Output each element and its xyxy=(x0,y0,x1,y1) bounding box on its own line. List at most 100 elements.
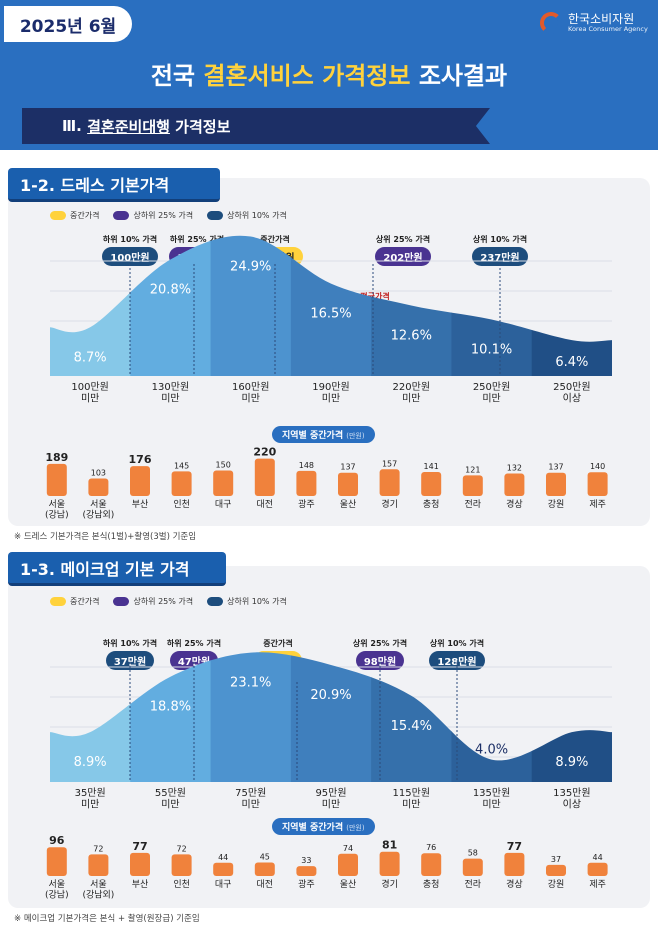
regional-value: 103 xyxy=(91,468,106,477)
price-callout-label: 중간가격 xyxy=(260,235,290,244)
region-label: 전라 xyxy=(465,499,482,510)
region-label: 서울 (강남) xyxy=(45,879,69,900)
regional-value: 37 xyxy=(551,855,561,864)
regional-bar xyxy=(546,864,566,876)
category-label: 135만원 이상 xyxy=(553,787,591,811)
regional-value: 148 xyxy=(299,461,314,470)
regional-value: 96 xyxy=(49,834,65,847)
regional-value: 72 xyxy=(177,844,187,853)
regional-value: 58 xyxy=(468,849,478,858)
section-heading: Ⅲ. 결혼준비대행 가격정보 xyxy=(22,108,490,144)
dress-title: 1-2. 드레스 기본가격 xyxy=(8,168,220,202)
region-label: 전라 xyxy=(465,879,482,890)
legend-quartile: 상하위 25% 가격 xyxy=(113,596,193,607)
regional-value: 145 xyxy=(174,461,189,470)
regional-value: 137 xyxy=(548,463,563,472)
share-label: 8.7% xyxy=(74,350,107,365)
regional-bar xyxy=(379,469,400,496)
area-band-2 xyxy=(210,652,292,782)
regional-bar xyxy=(213,470,234,496)
regional-bar xyxy=(254,862,275,876)
regional-bar xyxy=(379,851,400,876)
region-label: 대구 xyxy=(215,499,232,510)
regional-bar xyxy=(254,458,275,496)
regional-bar xyxy=(462,858,483,876)
region-label: 충청 xyxy=(423,879,440,890)
category-label: 130만원 미만 xyxy=(152,381,190,405)
legend-quartile: 상하위 25% 가격 xyxy=(113,210,193,221)
region-label: 경상 xyxy=(506,878,523,890)
regional-bar xyxy=(421,853,442,876)
share-label: 20.8% xyxy=(150,283,191,298)
share-label: 8.9% xyxy=(555,755,588,770)
share-label: 12.6% xyxy=(391,328,432,343)
regional-bar xyxy=(130,466,150,496)
makeup-legend: 중간가격 상하위 25% 가격 상하위 10% 가격 xyxy=(50,596,287,607)
regional-value: 150 xyxy=(216,461,231,470)
region-label: 서울 (강남외) xyxy=(82,879,114,900)
regional-value: 72 xyxy=(93,844,103,853)
regional-bar xyxy=(338,472,358,496)
page-title: 전국 결혼서비스 가격정보 조사결과 xyxy=(150,62,508,90)
price-callout-label: 하위 25% 가격 xyxy=(169,235,225,244)
category-label: 115만원 미만 xyxy=(393,787,431,811)
makeup-title: 1-3. 메이크업 기본 가격 xyxy=(8,552,226,586)
share-label: 20.9% xyxy=(310,688,351,703)
category-label: 95만원 미만 xyxy=(315,787,346,811)
region-label: 경기 xyxy=(381,878,398,890)
org-name-en: Korea Consumer Agency xyxy=(568,25,648,34)
org-name: 한국소비자원 xyxy=(568,11,635,26)
regional-bar xyxy=(296,866,317,876)
price-callout-label: 하위 25% 가격 xyxy=(166,639,222,648)
region-label: 인천 xyxy=(173,879,190,890)
area-band-4 xyxy=(371,235,452,376)
price-callout-label: 상위 25% 가격 xyxy=(375,235,431,244)
share-label: 18.8% xyxy=(150,700,191,715)
share-label: 10.1% xyxy=(471,342,512,357)
dress-legend: 중간가격 상하위 25% 가격 상하위 10% 가격 xyxy=(50,210,287,221)
region-label: 울산 xyxy=(340,499,357,510)
area-band-6 xyxy=(531,652,612,782)
regional-bar xyxy=(587,472,608,496)
regional-bar xyxy=(462,475,483,496)
share-label: 23.1% xyxy=(230,676,271,691)
category-label: 35만원 미만 xyxy=(75,787,106,811)
region-label: 서울 (강남) xyxy=(45,499,69,520)
regional-value: 141 xyxy=(424,462,439,471)
category-label: 250만원 미만 xyxy=(473,381,511,405)
price-callout-label: 상위 10% 가격 xyxy=(429,639,485,648)
share-label: 4.0% xyxy=(475,743,508,758)
area-band-0 xyxy=(50,652,131,782)
dress-regional-chart: 189 서울 (강남) 103 서울 (강남외) 176 부산 145 인천 150 대구 220 대전 1… xyxy=(45,446,608,520)
area-band-0 xyxy=(50,235,131,376)
regional-bar xyxy=(296,470,317,496)
regional-value: 176 xyxy=(129,453,152,466)
regional-value: 33 xyxy=(301,856,311,865)
dress-footnote: ※ 드레스 기본가격은 본식(1벌)+촬영(3벌) 기준임 xyxy=(14,532,197,542)
region-label: 부산 xyxy=(132,499,149,510)
category-label: 220만원 미만 xyxy=(393,381,431,405)
region-label: 광주 xyxy=(298,878,315,890)
region-label: 강원 xyxy=(548,879,565,890)
region-label: 제주 xyxy=(589,499,606,510)
region-label: 부산 xyxy=(132,879,149,890)
area-band-3 xyxy=(290,652,372,782)
price-callout-label: 상위 10% 가격 xyxy=(472,235,528,244)
regional-value: 45 xyxy=(260,853,270,862)
price-callout-label: 하위 10% 가격 xyxy=(102,639,158,648)
regional-bar xyxy=(421,472,442,496)
regional-bar xyxy=(504,852,525,876)
makeup-footnote: ※ 메이크업 기본가격은 본식 + 촬영(원장급) 기준임 xyxy=(14,914,200,924)
year-badge: 2025년 6월 xyxy=(4,6,132,42)
region-label: 울산 xyxy=(340,879,357,890)
regional-bar xyxy=(130,852,150,876)
share-label: 8.9% xyxy=(74,755,107,770)
makeup-distribution-chart: 8.9% 18.8% 23.1% 20.9% 15.4% 4.0% 8.9% 35만원 미만 55… xyxy=(50,652,612,811)
price-callout-label: 하위 10% 가격 xyxy=(102,235,158,244)
category-label: 55만원 미만 xyxy=(155,787,186,811)
category-label: 250만원 이상 xyxy=(553,381,591,405)
dress-regional-title: 지역별 중간가격 (만원) xyxy=(272,426,375,443)
category-label: 100만원 미만 xyxy=(71,381,109,405)
makeup-regional-title: 지역별 중간가격 (만원) xyxy=(272,818,375,835)
region-label: 대구 xyxy=(215,879,232,890)
